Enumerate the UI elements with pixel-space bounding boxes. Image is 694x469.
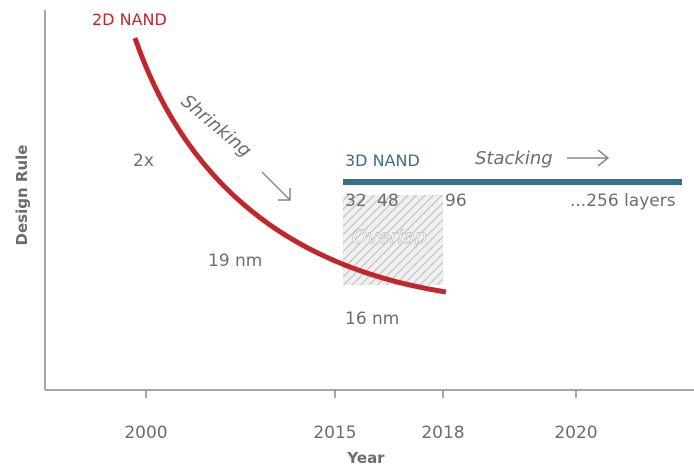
2d-nand-curve xyxy=(132,37,447,295)
layer-label: 32 xyxy=(345,191,367,211)
stacking-label: Stacking xyxy=(475,148,553,169)
x-tick-label: 2015 xyxy=(313,423,356,443)
layer-label: ...256 layers xyxy=(570,191,676,211)
note: 16 nm xyxy=(345,309,399,329)
note: 2x xyxy=(133,151,154,171)
layer-label: 96 xyxy=(445,191,467,211)
stacking-arrow xyxy=(567,149,610,167)
shrinking-label: Shrinking xyxy=(177,91,256,162)
x-axis-label: Year xyxy=(346,449,385,467)
3d-nand-label: 3D NAND xyxy=(345,151,420,170)
layer-label: 48 xyxy=(377,191,399,211)
2d-nand-label: 2D NAND xyxy=(92,10,167,29)
x-tick-label: 2018 xyxy=(421,423,464,443)
overlap-label: Overlap xyxy=(352,226,427,248)
y-axis-label: Design Rule xyxy=(13,145,31,246)
note: 19 nm xyxy=(208,251,262,271)
x-tick-label: 2000 xyxy=(124,423,167,443)
x-tick-label: 2020 xyxy=(554,423,597,443)
x-ticks xyxy=(145,390,577,398)
shrinking-arrow xyxy=(261,171,291,201)
